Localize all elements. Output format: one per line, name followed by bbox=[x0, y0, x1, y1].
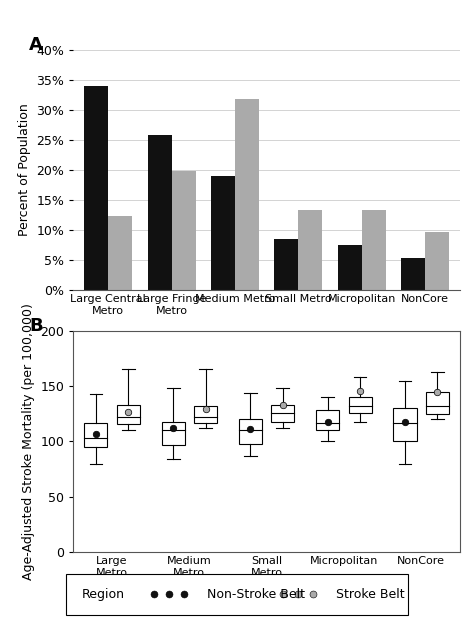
Bar bbox=[401, 258, 425, 290]
Bar bbox=[194, 406, 217, 422]
Bar bbox=[337, 245, 362, 290]
Bar bbox=[426, 392, 449, 414]
Point bbox=[169, 423, 177, 433]
Bar bbox=[239, 419, 262, 444]
Point bbox=[246, 424, 254, 434]
Bar bbox=[162, 422, 185, 445]
Point bbox=[324, 417, 331, 427]
Bar bbox=[316, 411, 339, 431]
Bar bbox=[147, 135, 172, 290]
Legend: Non-Stroke Belt, Stroke Belt: Non-Stroke Belt, Stroke Belt bbox=[150, 328, 383, 351]
Bar bbox=[362, 210, 386, 290]
Bar bbox=[117, 405, 140, 424]
Bar bbox=[84, 422, 108, 447]
FancyBboxPatch shape bbox=[66, 574, 408, 615]
Point bbox=[434, 387, 441, 397]
Point bbox=[202, 404, 210, 414]
Bar bbox=[393, 408, 417, 442]
Text: B: B bbox=[29, 318, 43, 336]
Text: Stroke Belt: Stroke Belt bbox=[336, 588, 404, 601]
Y-axis label: Age-Adjusted Stroke Mortality (per 100,000): Age-Adjusted Stroke Mortality (per 100,0… bbox=[22, 303, 35, 580]
Bar bbox=[425, 232, 449, 290]
Bar bbox=[298, 210, 322, 290]
Point bbox=[356, 386, 364, 396]
Text: A: A bbox=[29, 36, 43, 54]
Text: Region: Region bbox=[82, 588, 125, 601]
Y-axis label: Percent of Population: Percent of Population bbox=[18, 104, 31, 236]
Point bbox=[92, 429, 100, 439]
Bar bbox=[211, 176, 235, 290]
Bar bbox=[348, 397, 372, 412]
Point bbox=[125, 407, 132, 417]
Bar bbox=[235, 99, 259, 290]
X-axis label: Urban-Rural: Urban-Rural bbox=[229, 583, 304, 597]
Text: Non-Stroke Belt: Non-Stroke Belt bbox=[207, 588, 305, 601]
Bar bbox=[108, 217, 132, 290]
Bar bbox=[271, 405, 294, 422]
Bar bbox=[84, 86, 108, 290]
Point bbox=[279, 400, 287, 410]
Point bbox=[401, 417, 409, 427]
Bar bbox=[274, 239, 298, 290]
Bar bbox=[172, 170, 196, 290]
